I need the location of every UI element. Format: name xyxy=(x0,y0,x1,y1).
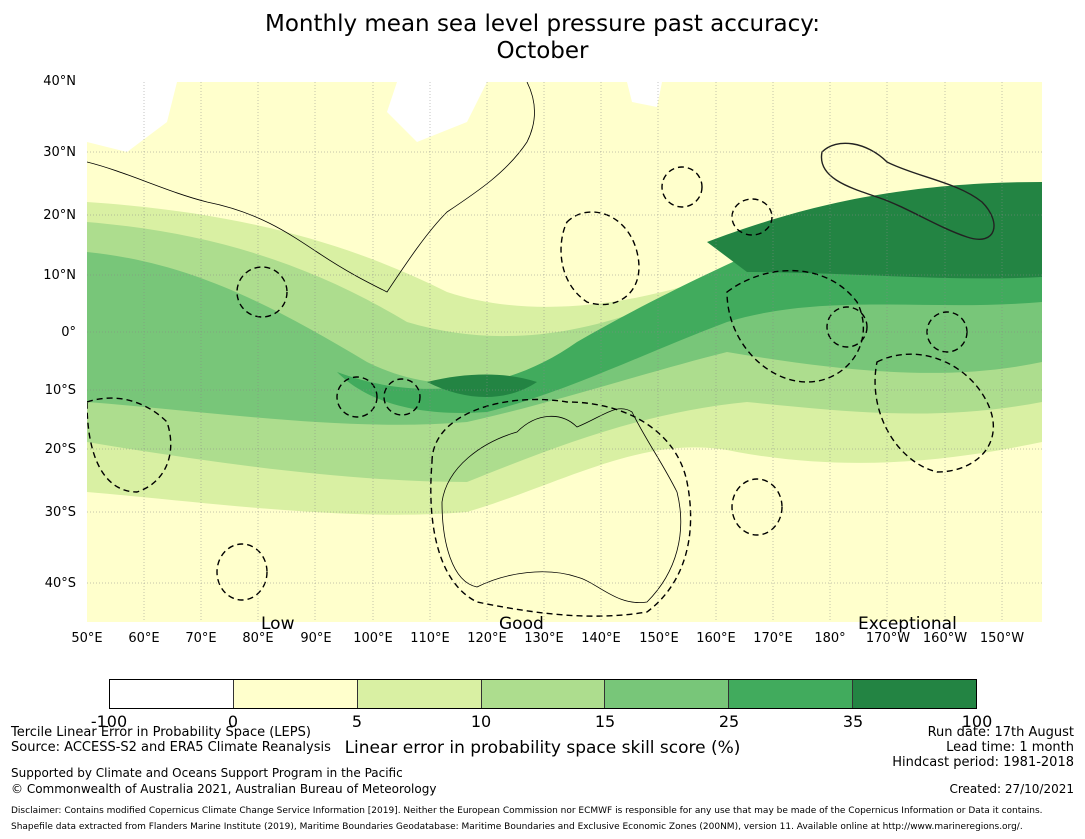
colorbar-tick: 5 xyxy=(351,712,363,731)
lat-label-10n: 10°N xyxy=(43,268,76,283)
lon-label-110e: 110°E xyxy=(410,631,450,646)
footer-shapefile: Shapefile data extracted from Flanders M… xyxy=(11,822,1023,832)
lon-label-90e: 90°E xyxy=(300,631,332,646)
footer-copyright: © Commonwealth of Australia 2021, Austra… xyxy=(11,782,437,796)
lon-label-150e: 150°E xyxy=(639,631,679,646)
lat-label-10s: 10°S xyxy=(44,383,76,398)
asia-coastline xyxy=(87,82,535,293)
lon-label-60e: 60°E xyxy=(128,631,160,646)
zone-label-low: Low xyxy=(261,614,295,634)
lat-label-40s: 40°S xyxy=(44,576,76,591)
zone-label-exceptional: Exceptional xyxy=(858,614,957,634)
lon-label-120e: 120°E xyxy=(467,631,507,646)
lon-label-150w: 150°W xyxy=(979,631,1025,646)
lon-label-160e: 160°E xyxy=(696,631,736,646)
maritime-boundaries xyxy=(87,166,994,617)
footer-run-date: Run date: 17th August xyxy=(927,725,1074,740)
lon-label-160w: 160°W xyxy=(922,631,968,646)
lon-label-70e: 70°E xyxy=(185,631,217,646)
colorbar-segment xyxy=(110,680,234,708)
colorbar-tick: 0 xyxy=(227,712,239,731)
colorbar-segment xyxy=(357,680,482,708)
lat-label-20s: 20°S xyxy=(44,442,76,457)
lon-label-80e: 80°E xyxy=(242,631,274,646)
colorbar-segment xyxy=(605,680,730,708)
skill-map-svg xyxy=(87,82,1042,622)
lat-label-30s: 30°S xyxy=(44,505,76,520)
colorbar-tick: 35 xyxy=(842,712,864,731)
colorbar-segment xyxy=(233,680,358,708)
skill-band-negative-2 xyxy=(387,82,487,142)
colorbar-tick: 10 xyxy=(470,712,492,731)
colorbar-label: Linear error in probability space skill … xyxy=(344,738,741,758)
lon-label-180: 180° xyxy=(814,631,846,646)
lon-label-130e: 130°E xyxy=(524,631,564,646)
skill-map xyxy=(87,82,1042,622)
footer-support: Supported by Climate and Oceans Support … xyxy=(11,766,403,780)
lon-label-140e: 140°E xyxy=(581,631,621,646)
lat-label-40n: 40°N xyxy=(43,74,76,89)
chart-title-line1: Monthly mean sea level pressure past acc… xyxy=(265,11,820,37)
skill-band-35-100 xyxy=(427,182,1042,397)
chart-title-line2: October xyxy=(496,38,589,64)
lon-label-100e: 100°E xyxy=(353,631,393,646)
footer-source: Source: ACCESS-S2 and ERA5 Climate Reana… xyxy=(11,740,331,755)
colorbar-tick: -100 xyxy=(90,712,128,731)
zone-label-good: Good xyxy=(499,614,544,634)
lon-label-50e: 50°E xyxy=(71,631,103,646)
lat-label-30n: 30°N xyxy=(43,145,76,160)
footer-lead-time: Lead time: 1 month xyxy=(946,740,1074,755)
colorbar-tick: 25 xyxy=(718,712,740,731)
hawaii-boundary xyxy=(820,142,995,240)
colorbar-segment xyxy=(729,680,854,708)
footer-method: Tercile Linear Error in Probability Spac… xyxy=(11,725,311,740)
skill-band-negative-3 xyxy=(627,82,662,107)
lon-label-170w: 170°W xyxy=(865,631,911,646)
lon-label-170e: 170°E xyxy=(753,631,793,646)
colorbar-tick: 15 xyxy=(594,712,616,731)
footer-disclaimer: Disclaimer: Contains modified Copernicus… xyxy=(11,806,1043,816)
footer-hindcast: Hindcast period: 1981-2018 xyxy=(892,755,1074,770)
skill-band-negative-1 xyxy=(87,82,177,152)
colorbar-segment xyxy=(481,680,606,708)
colorbar-segment xyxy=(853,680,977,708)
lat-label-20n: 20°N xyxy=(43,208,76,223)
graticule xyxy=(87,82,1042,622)
lat-label-0: 0° xyxy=(61,325,76,340)
footer-created: Created: 27/10/2021 xyxy=(949,782,1074,796)
australia-coastline xyxy=(441,408,682,604)
colorbar xyxy=(109,679,977,709)
colorbar-tick: 100 xyxy=(961,712,993,731)
